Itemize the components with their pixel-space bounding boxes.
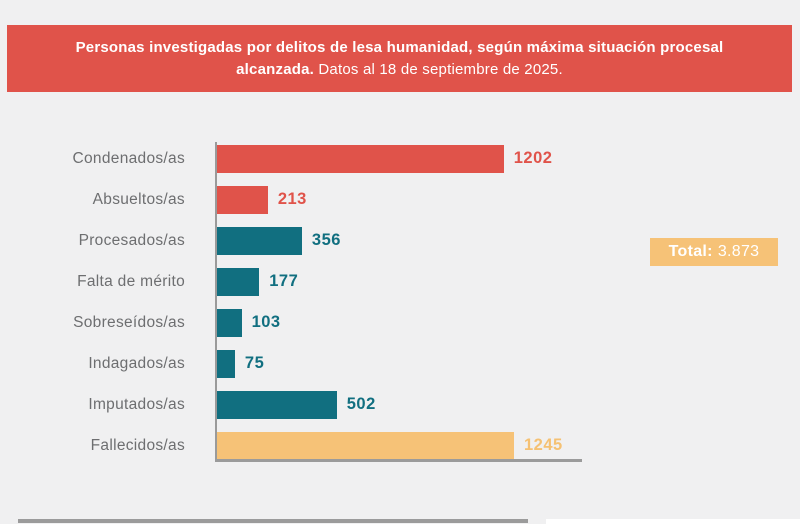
- bar: [217, 349, 235, 378]
- category-label: Condenados/as: [72, 149, 185, 167]
- bar: [217, 390, 337, 419]
- chart-row: Sobreseídos/as 103: [0, 302, 582, 343]
- value-label: 103: [251, 313, 281, 331]
- bar-track: 213: [217, 185, 582, 214]
- value-label: 213: [277, 190, 307, 208]
- category-label: Imputados/as: [88, 395, 185, 413]
- bar: [217, 144, 504, 173]
- title-banner: Personas investigadas por delitos de les…: [7, 25, 792, 92]
- x-axis-line: [215, 459, 582, 462]
- bar: [217, 431, 514, 460]
- value-label: 1202: [513, 149, 553, 167]
- chart-row: Procesados/as 356: [0, 220, 582, 261]
- bar-track: 103: [217, 308, 582, 337]
- category-label: Falta de mérito: [77, 272, 185, 290]
- value-label: 502: [346, 395, 376, 413]
- category-label: Procesados/as: [78, 231, 185, 249]
- value-label: 75: [244, 354, 265, 372]
- category-label: Sobreseídos/as: [73, 313, 185, 331]
- bar-track: 1202: [217, 144, 582, 173]
- chart-row: Fallecidos/as 1245: [0, 425, 582, 466]
- y-axis-line: [215, 142, 217, 462]
- bar-rows: Condenados/as 1202 Absueltos/as 213 Procesad…: [0, 138, 582, 466]
- category-label: Indagados/as: [88, 354, 185, 372]
- bar-track: 356: [217, 226, 582, 255]
- bottom-white-strip: [546, 519, 800, 524]
- value-label: 1245: [524, 436, 563, 454]
- total-label: Total:: [668, 243, 713, 260]
- category-label: Absueltos/as: [92, 190, 185, 208]
- total-value: 3.873: [717, 243, 760, 260]
- category-label: Fallecidos/as: [90, 436, 185, 454]
- chart-title: Personas investigadas por delitos de les…: [50, 37, 750, 81]
- bar: [217, 267, 260, 296]
- bar: [217, 226, 302, 255]
- total-badge: Total: 3.873: [650, 238, 778, 266]
- chart-title-bold: Personas investigadas por delitos de les…: [75, 38, 724, 78]
- chart-row: Falta de mérito 177: [0, 261, 582, 302]
- bar-track: 1245: [217, 431, 582, 460]
- bar: [217, 308, 242, 337]
- bar-track: 177: [217, 267, 582, 296]
- bar: [217, 185, 268, 214]
- chart-title-date: Datos al 18 de septiembre de 2025.: [318, 60, 563, 78]
- bar-track: 502: [217, 390, 582, 419]
- chart-row: Condenados/as 1202: [0, 138, 582, 179]
- value-label: 356: [311, 231, 341, 249]
- chart-row: Imputados/as 502: [0, 384, 582, 425]
- chart-row: Absueltos/as 213: [0, 179, 582, 220]
- value-label: 177: [269, 272, 299, 290]
- bottom-divider-line: [18, 519, 528, 523]
- bar-track: 75: [217, 349, 582, 378]
- chart-row: Indagados/as 75: [0, 343, 582, 384]
